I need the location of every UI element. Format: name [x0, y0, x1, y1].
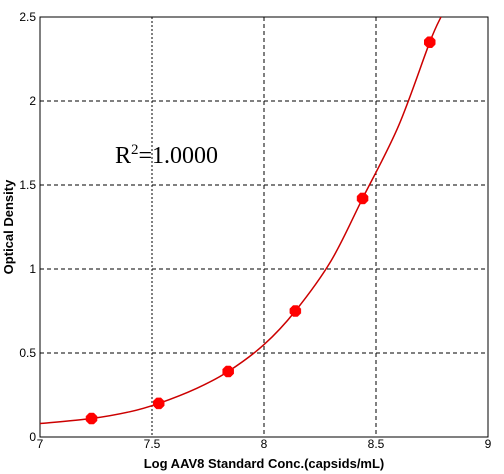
grid: [40, 17, 488, 437]
y-tick-label: 1.5: [19, 178, 36, 192]
plot-area-border: [39, 16, 489, 438]
y-tick-label: 2.5: [19, 10, 36, 24]
y-axis-ticks: 0 0.5 1 1.5 2 2.5: [19, 10, 36, 444]
data-point: [289, 305, 302, 317]
y-tick-label: 0.5: [19, 346, 36, 360]
y-tick-label: 2: [29, 94, 36, 108]
x-axis-title: Log AAV8 Standard Conc.(capsids/mL): [144, 456, 385, 471]
x-tick-label: 7: [37, 437, 44, 451]
fit-curve: [39, 16, 442, 425]
data-points: [85, 36, 436, 425]
y-tick-label: 1: [29, 262, 36, 276]
x-tick-label: 8.5: [368, 437, 385, 451]
data-point: [222, 365, 234, 378]
annotation: R2=1.0000: [115, 142, 218, 169]
y-axis-title: Optical Density: [1, 179, 16, 274]
x-tick-label: 8: [261, 437, 268, 451]
x-axis-ticks: 7 7.5 8 8.5 9: [37, 437, 492, 451]
data-point: [152, 397, 165, 410]
data-point: [356, 192, 369, 205]
x-tick-label: 7.5: [144, 437, 161, 451]
data-point: [85, 412, 98, 425]
annotation-rest: =1.0000: [139, 143, 219, 169]
data-point: [424, 36, 436, 48]
annotation-base: R: [115, 143, 131, 169]
x-tick-label: 9: [485, 437, 492, 451]
y-tick-label: 0: [29, 430, 36, 444]
annotation-sup: 2: [131, 142, 139, 158]
